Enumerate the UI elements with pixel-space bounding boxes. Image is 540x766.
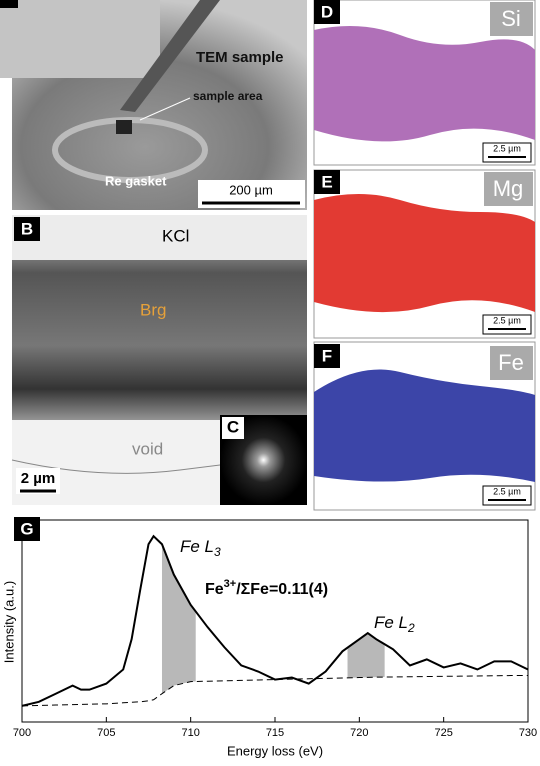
panel-a: TEM sample sample area Re gasket 200 µm bbox=[0, 0, 307, 210]
map bbox=[314, 194, 535, 313]
scale-label: 2.5 µm bbox=[493, 143, 521, 153]
annotation: Fe L3 bbox=[180, 537, 221, 559]
annotation-text: Fe bbox=[205, 581, 224, 598]
shaded-window bbox=[347, 633, 385, 678]
annotation-text: Fe L bbox=[374, 613, 408, 632]
x-tick-label: 730 bbox=[519, 727, 537, 739]
panel-label: D bbox=[321, 2, 333, 21]
panel-d: D Si 2.5 µm bbox=[313, 0, 536, 166]
element-box bbox=[490, 346, 533, 380]
annotation-sub: 3 bbox=[214, 545, 221, 559]
panel-g: G Energy loss (eV) Intensity (a.u.) Fe L… bbox=[1, 517, 537, 758]
x-tick-label: 715 bbox=[266, 727, 284, 739]
scale-label: 200 µm bbox=[229, 182, 273, 197]
panel-label: C bbox=[227, 417, 239, 436]
x-tick-label: 710 bbox=[181, 727, 199, 739]
map bbox=[314, 26, 535, 142]
element: Si bbox=[501, 6, 521, 31]
background-line bbox=[21, 675, 528, 707]
scale-label: 2.5 µm bbox=[493, 486, 521, 496]
x-tick-label: 700 bbox=[13, 727, 31, 739]
annotation-text: Fe L bbox=[180, 537, 214, 556]
annotation-sub: 2 bbox=[407, 621, 415, 635]
element: Fe bbox=[498, 350, 524, 375]
panel-f: F Fe 2.5 µm bbox=[313, 341, 536, 511]
annotation: void bbox=[132, 439, 163, 458]
label-box bbox=[14, 217, 40, 241]
element: Mg bbox=[493, 176, 524, 201]
annotation: Fe3+/ΣFe=0.11(4) bbox=[205, 578, 328, 598]
x-tick-label: 705 bbox=[97, 727, 115, 739]
annotation: sample area bbox=[193, 89, 263, 103]
scale-label: 2.5 µm bbox=[493, 315, 521, 325]
annotation: TEM sample bbox=[196, 49, 284, 66]
panel-e: E Mg 2.5 µm bbox=[313, 169, 536, 339]
panel-c: C bbox=[220, 415, 307, 505]
spectrum-line bbox=[21, 534, 529, 707]
panel-label: B bbox=[21, 219, 33, 238]
sample bbox=[116, 120, 132, 134]
needle bbox=[120, 0, 220, 112]
annotation: Brg bbox=[140, 300, 166, 319]
annotation: KCl bbox=[162, 226, 189, 245]
label-box bbox=[314, 344, 340, 368]
label-box bbox=[0, 0, 18, 8]
panel-label: E bbox=[321, 172, 332, 191]
kcl-region bbox=[12, 215, 307, 260]
x-tick-label: 725 bbox=[434, 727, 452, 739]
label-box bbox=[14, 517, 40, 541]
annotation-text: /ΣFe=0.11(4) bbox=[236, 581, 328, 598]
x-axis-label: Energy loss (eV) bbox=[227, 743, 323, 758]
panel-label: F bbox=[322, 346, 332, 365]
shaded-window bbox=[161, 544, 196, 694]
y-axis-label: Intensity (a.u.) bbox=[1, 581, 16, 663]
map bbox=[314, 369, 535, 482]
element-box bbox=[490, 2, 533, 36]
panel-label: G bbox=[20, 519, 33, 538]
x-tick-label: 720 bbox=[350, 727, 368, 739]
annotation-sup: 3+ bbox=[224, 578, 237, 590]
element-box bbox=[484, 172, 533, 206]
pointer bbox=[139, 97, 191, 121]
label-box bbox=[314, 0, 340, 24]
annotation: Fe L2 bbox=[374, 613, 415, 635]
plot-frame bbox=[21, 519, 529, 723]
tem-sample bbox=[0, 0, 160, 78]
scale-label: 2 µm bbox=[21, 470, 56, 487]
annotation: Re gasket bbox=[105, 173, 167, 188]
label-box bbox=[222, 417, 244, 439]
label-box bbox=[314, 170, 340, 194]
